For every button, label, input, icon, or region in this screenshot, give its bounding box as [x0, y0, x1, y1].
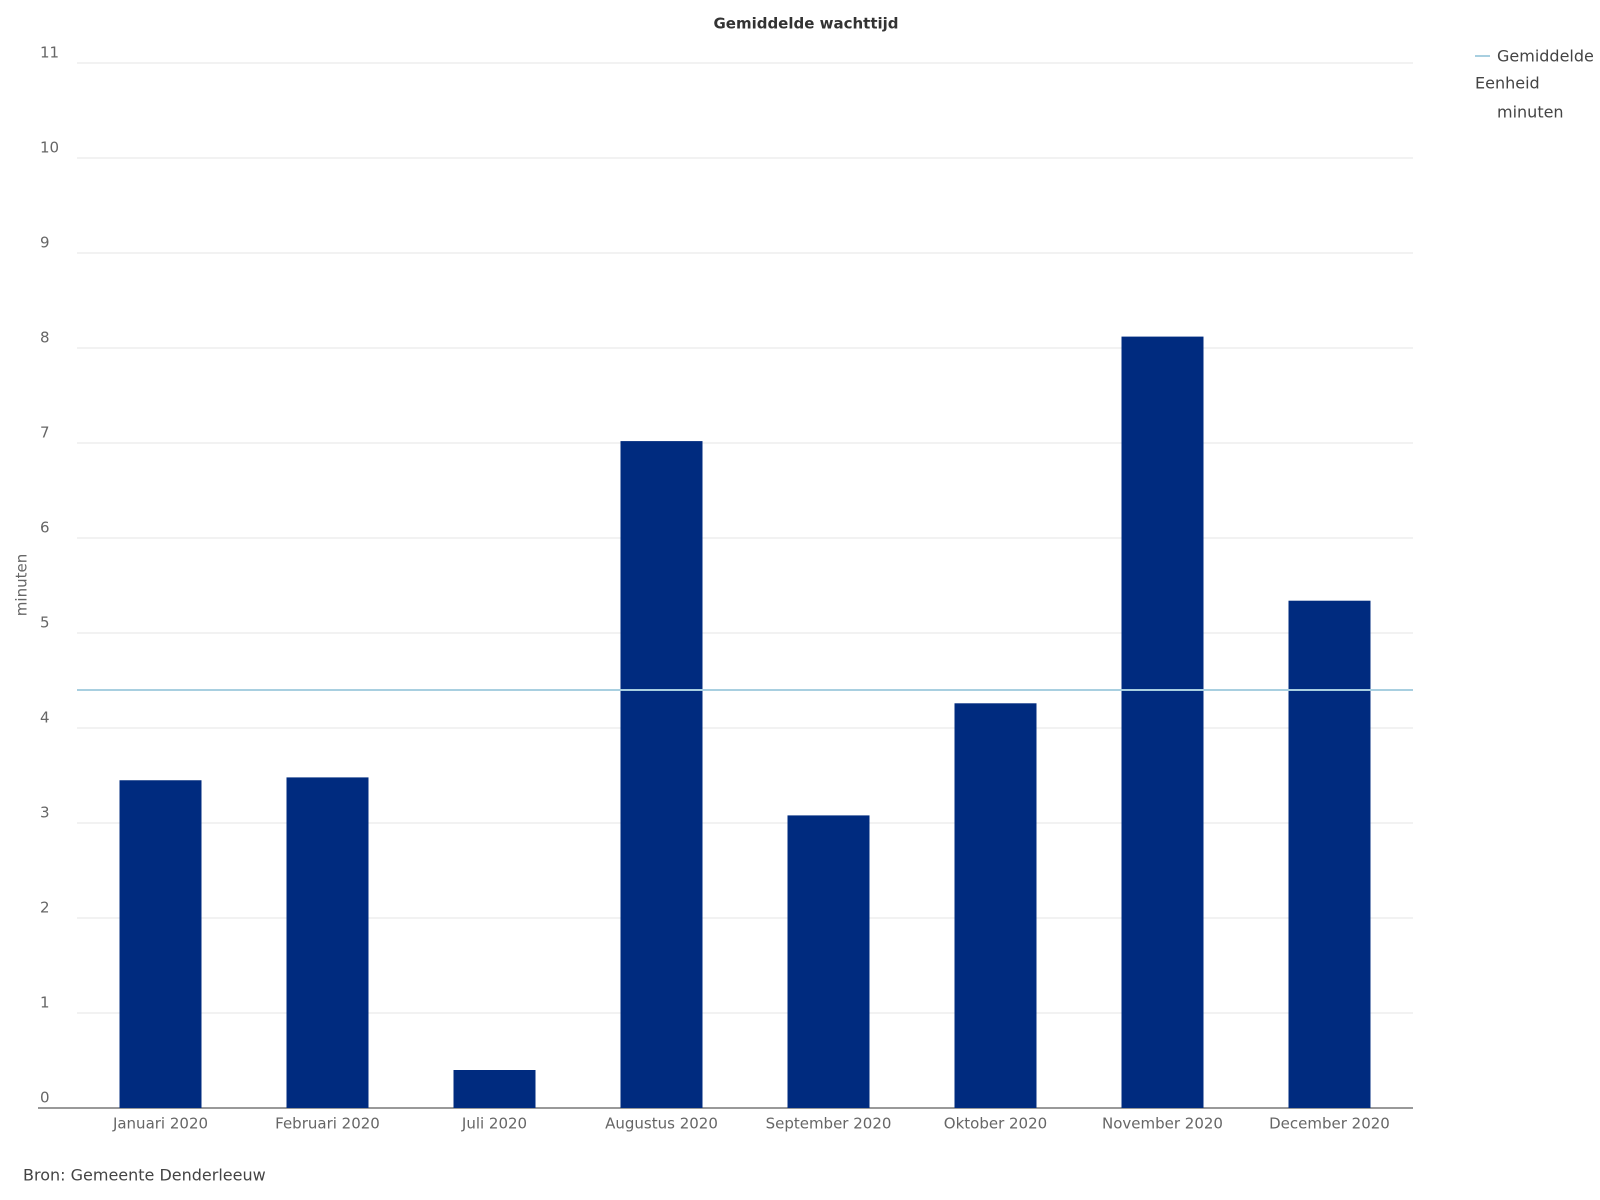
y-tick-label: 9	[40, 234, 50, 252]
x-tick-label: Januari 2020	[112, 1115, 208, 1133]
legend-unit-label: Eenheid	[1475, 74, 1540, 93]
bar	[1288, 600, 1371, 1108]
bar	[453, 1070, 536, 1108]
y-tick-label: 0	[40, 1089, 50, 1107]
y-tick-label: 1	[40, 994, 50, 1012]
y-tick-label: 3	[40, 804, 50, 822]
y-tick-label: 2	[40, 899, 50, 917]
y-tick-label: 5	[40, 614, 50, 632]
y-tick-label: 8	[40, 329, 50, 347]
bar	[119, 780, 202, 1108]
x-tick-label: December 2020	[1269, 1115, 1390, 1133]
y-tick-label: 10	[40, 139, 59, 157]
x-tick-label: Februari 2020	[275, 1115, 380, 1133]
y-tick-label: 4	[40, 709, 50, 727]
x-tick-label: September 2020	[766, 1115, 892, 1133]
y-tick-label: 7	[40, 424, 50, 442]
chart-title: Gemiddelde wachttijd	[713, 15, 898, 33]
x-tick-label: Oktober 2020	[944, 1115, 1047, 1133]
bar	[1121, 336, 1204, 1109]
bar	[286, 777, 369, 1108]
bar	[954, 703, 1037, 1108]
bar	[787, 815, 870, 1108]
y-tick-label: 11	[40, 44, 59, 62]
legend-unit: minuten	[1497, 103, 1564, 122]
bar	[620, 441, 703, 1109]
x-tick-label: Juli 2020	[461, 1115, 527, 1133]
legend-label: Gemiddelde	[1497, 47, 1594, 66]
x-tick-label: Augustus 2020	[605, 1115, 718, 1133]
y-axis-label: minuten	[13, 554, 31, 616]
y-tick-label: 6	[40, 519, 50, 537]
x-tick-label: November 2020	[1102, 1115, 1223, 1133]
source: Bron: Gemeente Denderleeuw	[23, 1166, 266, 1185]
